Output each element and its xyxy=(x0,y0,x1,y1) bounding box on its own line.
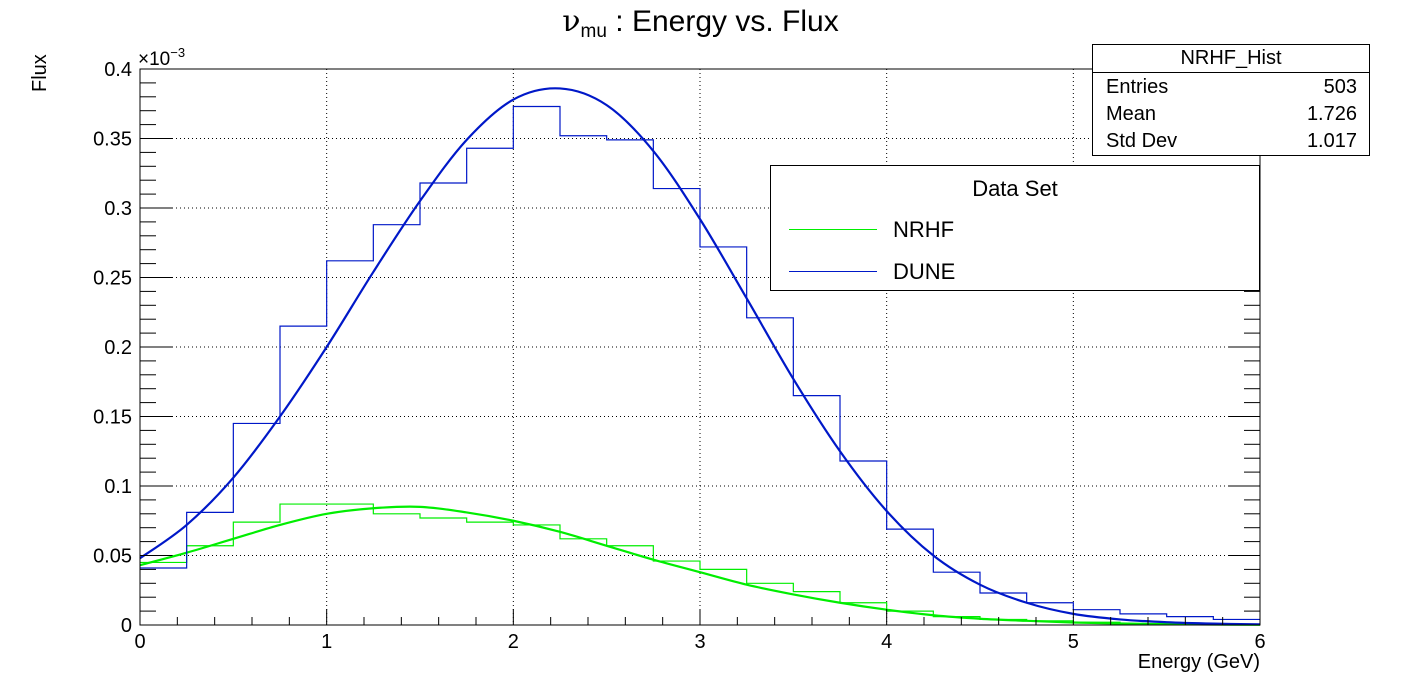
chart-title: νmu : Energy vs. Flux xyxy=(0,4,1401,43)
legend-swatch-nrhf xyxy=(789,229,877,230)
y-tick-label: 0.4 xyxy=(104,59,132,81)
x-tick-label: 3 xyxy=(694,631,705,653)
x-axis-label: Energy (GeV) xyxy=(1137,651,1260,673)
y-exponent-base: ×10 xyxy=(138,49,171,70)
x-tick-label: 2 xyxy=(508,631,519,653)
histogram-nrhf xyxy=(140,503,1260,626)
legend[interactable]: Data Set NRHF DUNE xyxy=(770,165,1260,291)
stats-row-mean: Mean 1.726 xyxy=(1093,100,1369,127)
stats-value: 1.726 xyxy=(1306,103,1357,125)
title-text: : Energy vs. Flux xyxy=(606,5,839,38)
legend-swatch-dune xyxy=(789,271,877,272)
legend-label-dune: DUNE xyxy=(893,259,956,284)
y-tick-label: 0.35 xyxy=(93,129,132,151)
legend-entry-nrhf[interactable]: NRHF xyxy=(789,216,1189,246)
fit-curve-dune xyxy=(139,87,1261,626)
y-tick-label: 0 xyxy=(121,615,132,637)
y-tick-label: 0.15 xyxy=(93,407,132,429)
legend-entry-dune[interactable]: DUNE xyxy=(789,258,1189,288)
stats-row-entries: Entries 503 xyxy=(1093,73,1369,100)
legend-header: Data Set xyxy=(972,176,1058,201)
y-exponent-power: −3 xyxy=(170,45,186,60)
y-axis-label: Flux xyxy=(29,54,51,92)
y-axis-exponent: ×10−3 xyxy=(138,45,185,71)
x-tick-label: 5 xyxy=(1068,631,1079,653)
stats-row-stddev: Std Dev 1.017 xyxy=(1093,127,1369,154)
legend-label-nrhf: NRHF xyxy=(893,217,955,242)
stats-value: 1.017 xyxy=(1306,130,1357,152)
title-subscript: mu xyxy=(580,21,607,42)
stats-key: Mean xyxy=(1106,103,1157,125)
y-tick-label: 0.2 xyxy=(104,337,132,359)
x-tick-label: 0 xyxy=(134,631,145,653)
stats-key: Std Dev xyxy=(1106,130,1178,152)
y-tick-label: 0.05 xyxy=(93,546,132,568)
stats-box-name: NRHF_Hist xyxy=(1093,45,1369,73)
x-tick-label: 4 xyxy=(881,631,892,653)
y-tick-label: 0.25 xyxy=(93,268,132,290)
x-tick-label: 1 xyxy=(321,631,332,653)
stats-box[interactable]: NRHF_Hist Entries 503 Mean 1.726 Std Dev… xyxy=(1092,44,1370,156)
y-tick-label: 0.1 xyxy=(104,476,132,498)
stats-value: 503 xyxy=(1323,76,1357,98)
stats-key: Entries xyxy=(1106,76,1169,98)
x-tick-label: 6 xyxy=(1254,631,1265,653)
title-symbol: ν xyxy=(562,4,581,39)
y-tick-label: 0.3 xyxy=(104,198,132,220)
axes: 0 1 2 3 4 5 6 0 0.05 0.1 0.15 0.2 0.25 0.3 0.35 0.4 xyxy=(93,59,1266,653)
